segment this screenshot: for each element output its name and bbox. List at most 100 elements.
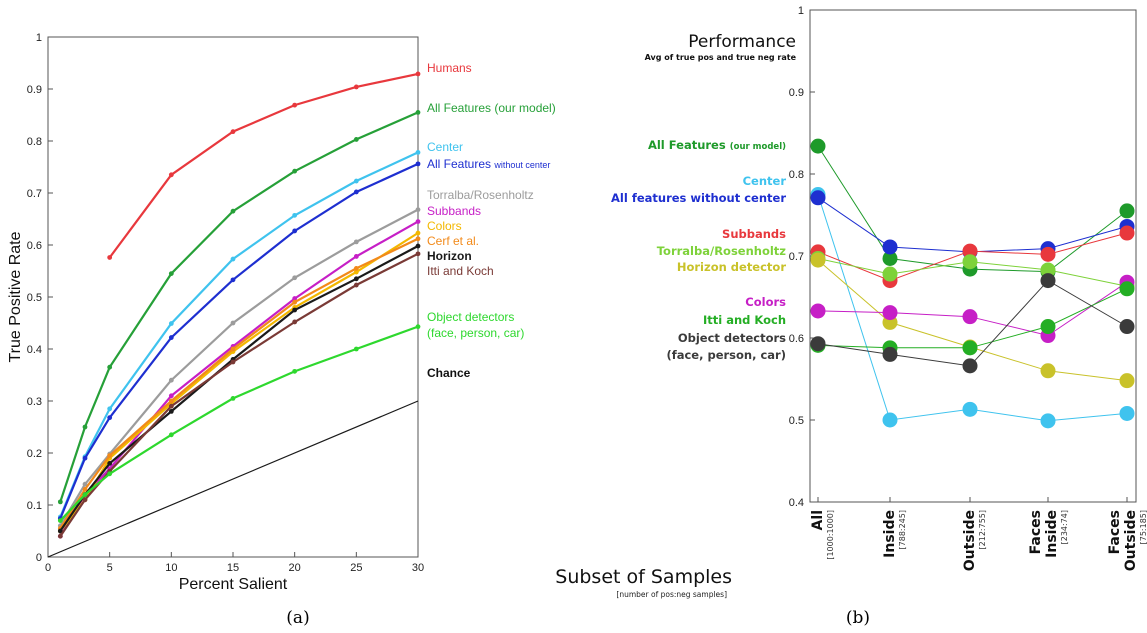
legend-label-a: Chance xyxy=(427,366,471,380)
data-point-a xyxy=(292,168,298,174)
legend-label-a: (face, person, car) xyxy=(427,326,524,340)
x-axis-label-b: Subset of Samples xyxy=(555,566,732,588)
data-point-a xyxy=(415,110,421,115)
data-point-a xyxy=(415,324,421,330)
legend-label-b: (face, person, car) xyxy=(666,348,786,362)
data-point-b xyxy=(810,252,826,268)
y-tick-label-a: 0.2 xyxy=(27,448,42,460)
series-a xyxy=(47,400,419,558)
data-point-b xyxy=(1040,273,1056,289)
y-tick-label-a: 0.9 xyxy=(27,84,42,96)
category-name-b: Faces xyxy=(1028,510,1044,554)
x-axis-note-b: [number of pos:neg samples] xyxy=(616,590,727,599)
series-a xyxy=(57,161,421,521)
series-line-a xyxy=(59,325,419,522)
y-tick-label-b: 0.8 xyxy=(789,169,804,181)
category-name-b: All xyxy=(810,510,826,530)
data-point-b xyxy=(962,340,978,356)
data-point-a xyxy=(230,256,236,262)
series-a xyxy=(57,243,421,534)
x-axis-label-a: Percent Salient xyxy=(179,576,288,593)
legend-label-a: Cerf et al. xyxy=(427,234,479,248)
series-line-a xyxy=(59,208,419,527)
y-tick-label-a: 0.4 xyxy=(27,344,42,356)
series-line-b xyxy=(817,194,1128,422)
series-b xyxy=(810,225,1135,289)
data-point-a xyxy=(415,161,421,167)
data-point-a xyxy=(292,307,298,313)
data-point-b xyxy=(962,309,978,325)
legend-label-a: Colors xyxy=(427,219,462,233)
data-point-b xyxy=(1119,203,1135,219)
y-axis-label-a: True Positive Rate xyxy=(7,231,24,362)
data-point-a xyxy=(230,208,236,214)
y-tick-label-a: 0.7 xyxy=(27,188,42,200)
y-tick-label-a: 0.3 xyxy=(27,396,42,408)
category-label-b: Faces Inside [234:74] xyxy=(1028,510,1069,558)
series-a xyxy=(57,110,421,505)
category-count-b: [788:245] xyxy=(898,510,907,549)
data-point-a xyxy=(415,71,421,77)
data-point-a xyxy=(353,189,359,195)
data-point-b xyxy=(882,412,898,428)
data-point-a xyxy=(230,320,236,326)
data-point-b xyxy=(1040,319,1056,335)
y-tick-label-b: 0.7 xyxy=(789,251,804,263)
legend-label-a: Object detectors xyxy=(427,310,514,324)
data-point-a xyxy=(168,432,174,438)
y-tick-label-a: 1 xyxy=(36,32,42,44)
series-a xyxy=(57,324,421,523)
series-line-a xyxy=(59,162,419,519)
legend-label-a: All Features (our model) xyxy=(427,101,556,115)
y-tick-label-b: 1 xyxy=(798,5,804,17)
series-a xyxy=(57,236,421,531)
data-point-a xyxy=(292,228,298,234)
data-point-a xyxy=(353,282,359,288)
series-line-a xyxy=(59,245,419,532)
y-tick-label-b: 0.4 xyxy=(789,497,804,509)
data-point-a xyxy=(353,84,359,90)
data-point-a xyxy=(168,393,174,399)
y-tick-label-a: 0.6 xyxy=(27,240,42,252)
data-point-a xyxy=(353,269,359,275)
series-line-b xyxy=(817,281,1128,337)
data-point-a xyxy=(353,266,359,271)
data-point-b xyxy=(1040,246,1056,262)
data-point-b xyxy=(882,266,898,282)
data-point-a xyxy=(57,533,63,539)
legend-label-a: All Features without center xyxy=(427,157,550,171)
data-point-a xyxy=(168,409,174,414)
legend-label-a: Subbands xyxy=(427,204,481,218)
data-point-a xyxy=(415,251,421,257)
data-point-b xyxy=(962,358,978,374)
data-point-b xyxy=(1119,281,1135,297)
data-point-a xyxy=(415,236,421,242)
series-line-a xyxy=(47,400,419,558)
data-point-b xyxy=(962,401,978,417)
legend-label-b: Horizon detector xyxy=(677,260,786,274)
series-line-a xyxy=(59,237,419,529)
data-point-a xyxy=(57,499,63,505)
data-point-a xyxy=(57,528,63,534)
data-point-a xyxy=(168,321,174,326)
chart-a: 0 5 10 15 20 25 30 0 0.1 0.2 0.3 0.4 0.5 0.6 0.7 0.8 0.9… xyxy=(7,32,556,593)
data-point-a xyxy=(82,497,88,503)
y-tick-label-b: 0.5 xyxy=(789,415,804,427)
legend-label-a: Horizon xyxy=(427,249,472,263)
data-point-a xyxy=(82,424,88,430)
data-point-a xyxy=(415,230,421,236)
data-point-a xyxy=(107,415,113,421)
data-point-b xyxy=(810,336,826,352)
category-count-b: [212:755] xyxy=(978,510,987,549)
legend-label-b: Subbands xyxy=(722,227,786,241)
series-b xyxy=(810,187,1135,429)
data-point-a xyxy=(353,276,359,282)
data-point-a xyxy=(168,335,174,340)
data-point-b xyxy=(962,243,978,259)
y-tick-label-b: 0.9 xyxy=(789,87,804,99)
data-point-b xyxy=(882,239,898,255)
data-point-b xyxy=(1119,319,1135,335)
data-point-b xyxy=(1040,363,1056,379)
x-tick-label-a: 20 xyxy=(289,562,301,574)
